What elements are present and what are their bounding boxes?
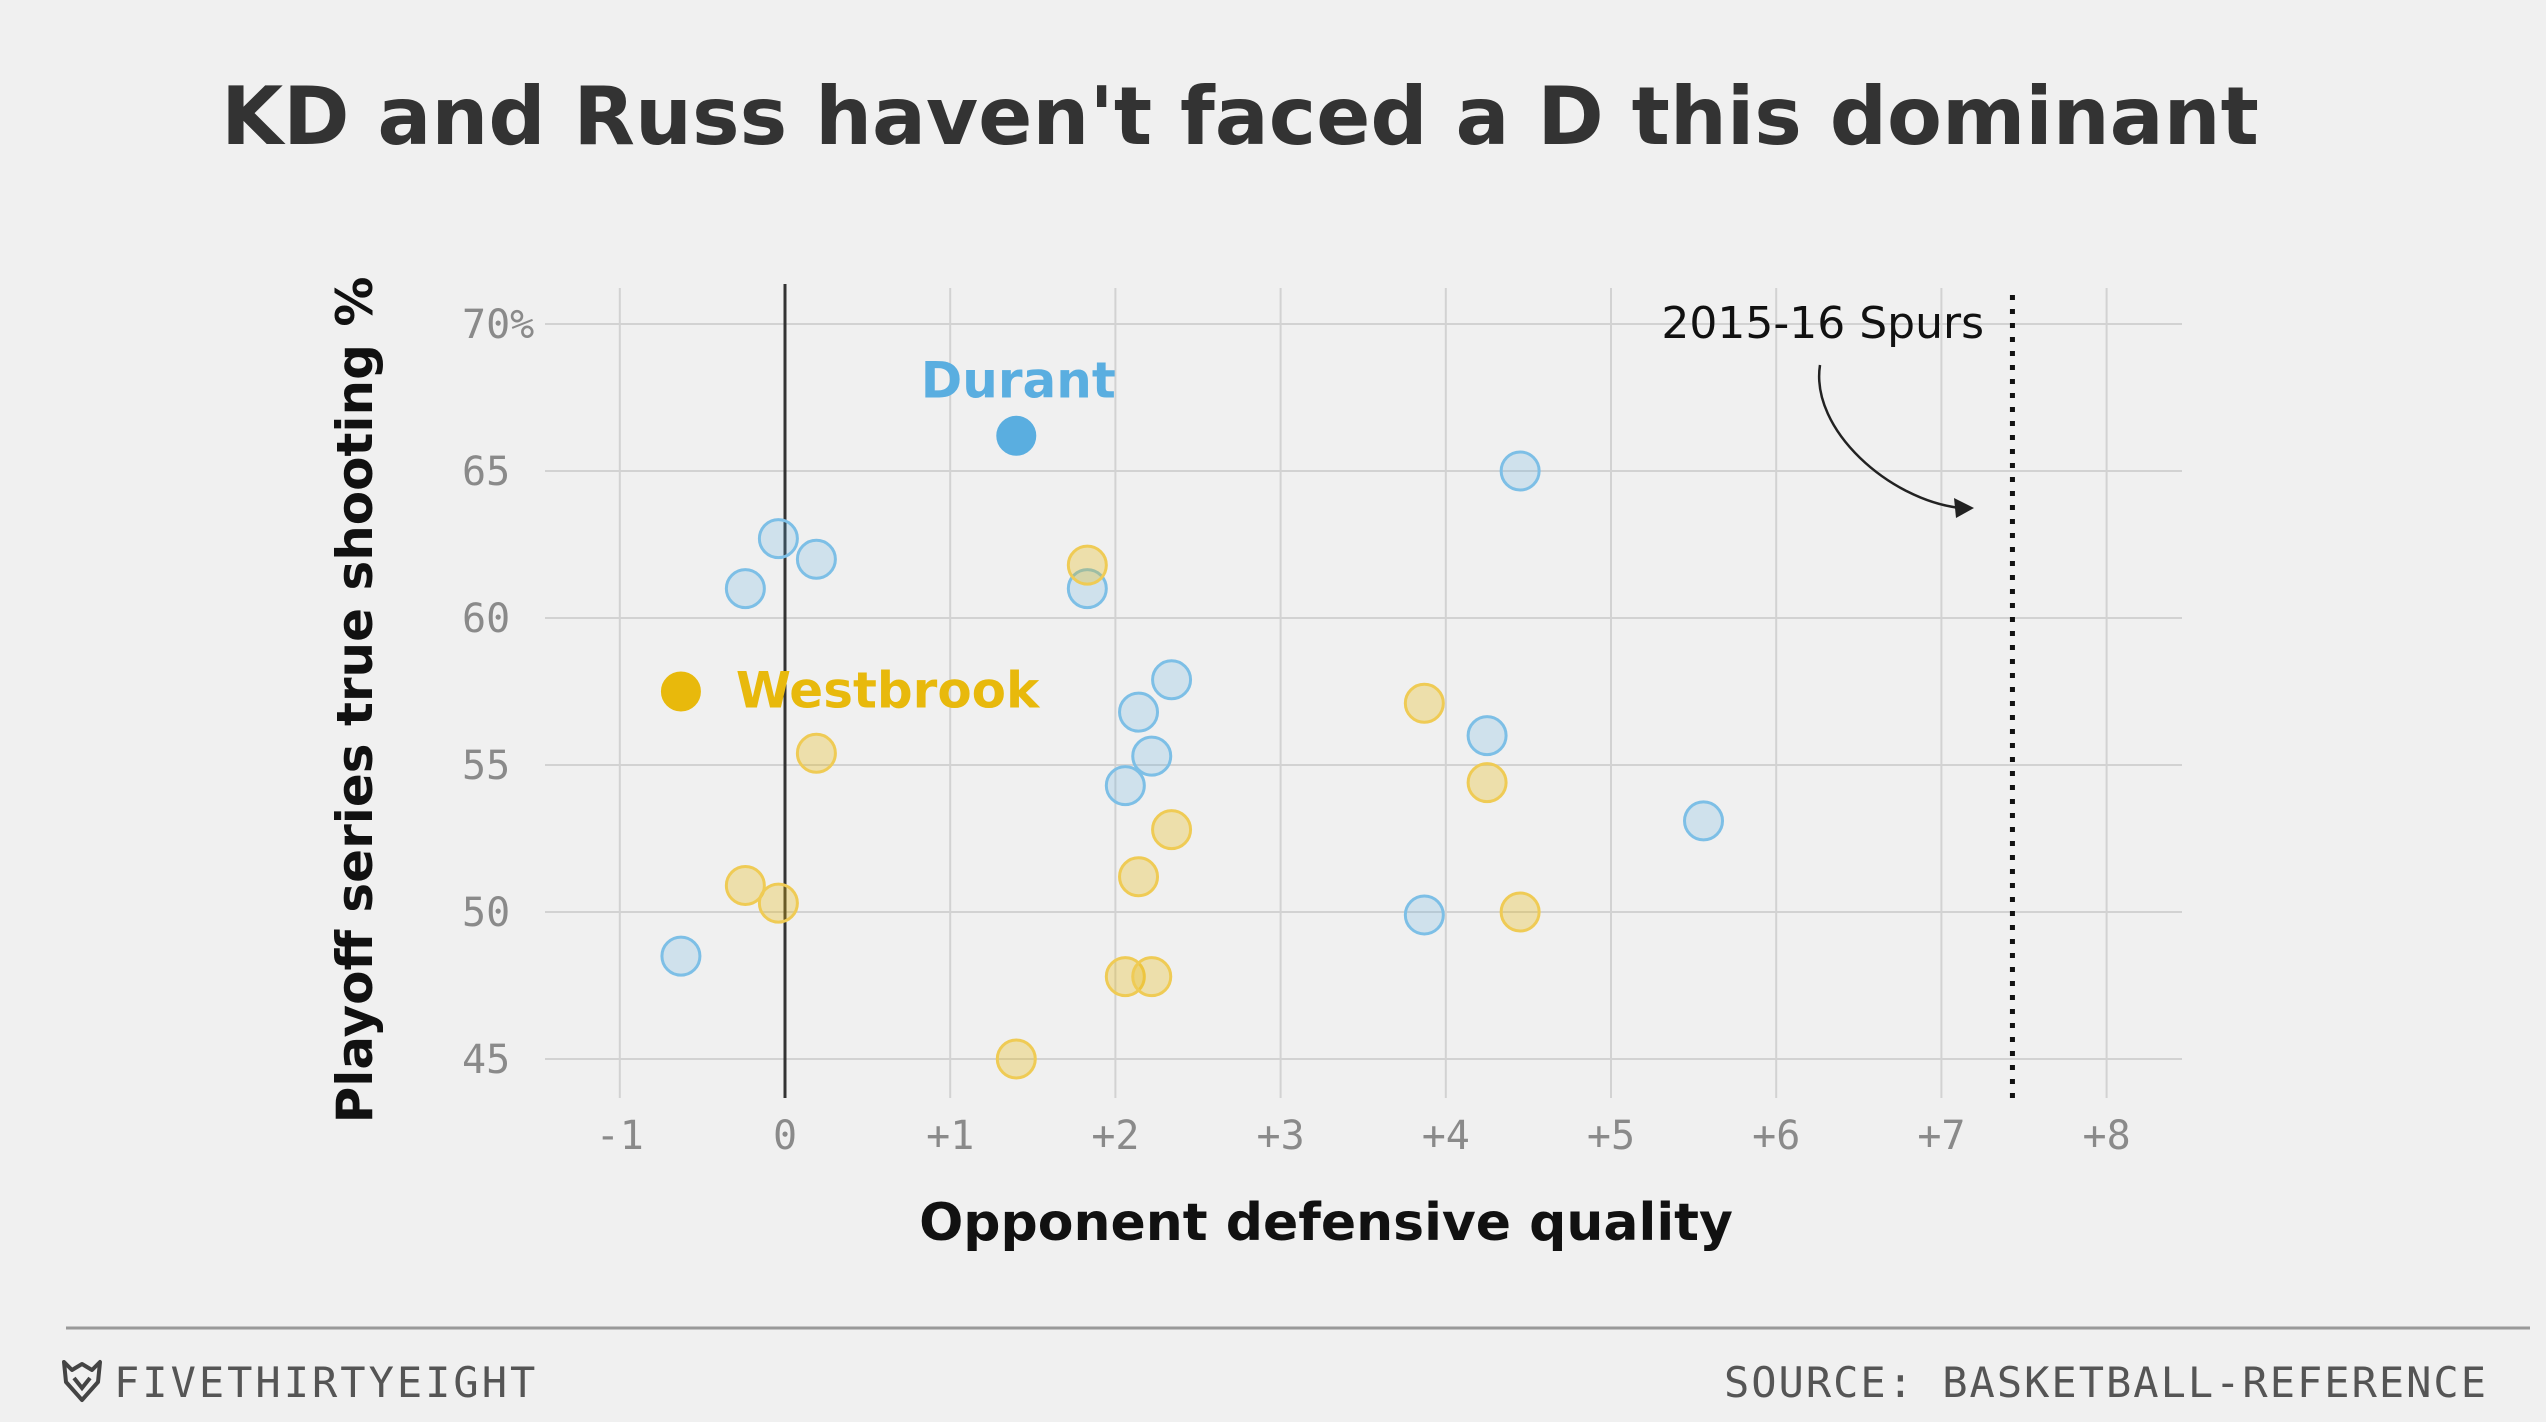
- durant-point: [795, 538, 837, 580]
- chart-title: KD and Russ haven't faced a D this domin…: [221, 70, 2259, 163]
- annotation-arrow: [1817, 364, 1961, 510]
- y-tick-label: 70%: [462, 302, 534, 348]
- durant-point: [1066, 568, 1108, 610]
- x-tick-label: 0: [773, 1113, 797, 1159]
- x-tick-label: +2: [1091, 1113, 1139, 1159]
- durant-point: [1499, 450, 1541, 492]
- westbrook-point: [1118, 856, 1160, 898]
- grid: [545, 288, 2182, 1098]
- westbrook-point: [1131, 956, 1173, 998]
- durant-highlight-point: [996, 415, 1037, 456]
- brand-name: FIVETHIRTYEIGHT: [114, 1358, 538, 1407]
- x-tick-label: +5: [1587, 1113, 1635, 1159]
- y-tick-label: 60: [462, 596, 510, 642]
- y-tick-labels: 45 50 55 60 65 70%: [462, 302, 534, 1083]
- westbrook-point: [757, 882, 799, 924]
- westbrook-highlight-point: [660, 671, 701, 712]
- fox-head-icon: [62, 1360, 102, 1402]
- y-tick-label: 45: [462, 1037, 510, 1083]
- durant-point: [724, 568, 766, 610]
- durant-point: [1466, 715, 1508, 757]
- x-axis-title: Opponent defensive quality: [919, 1193, 1733, 1253]
- durant-point: [1151, 659, 1193, 701]
- durant-label: Durant: [921, 352, 1116, 410]
- westbrook-point: [995, 1038, 1037, 1080]
- arrowhead-icon: [1954, 498, 1974, 518]
- x-tick-label: +8: [2083, 1113, 2131, 1159]
- durant-point: [757, 518, 799, 560]
- westbrook-point: [1466, 762, 1508, 804]
- spurs-annotation-label: 2015-16 Spurs: [1661, 298, 1984, 349]
- x-tick-label: +6: [1752, 1113, 1800, 1159]
- x-tick-label: +1: [926, 1113, 974, 1159]
- westbrook-point: [1151, 809, 1193, 851]
- westbrook-point: [1403, 682, 1445, 724]
- x-tick-label: +3: [1257, 1113, 1305, 1159]
- scatter-points: [660, 415, 1725, 1080]
- durant-point: [1131, 735, 1173, 777]
- y-tick-label: 65: [462, 449, 510, 495]
- westbrook-label: Westbrook: [736, 662, 1041, 720]
- y-tick-label: 50: [462, 890, 510, 936]
- y-axis-title: Playoff series true shooting %: [326, 277, 384, 1124]
- x-tick-labels: -1 0 +1 +2 +3 +4 +5 +6 +7 +8: [596, 1113, 2131, 1159]
- durant-point: [1403, 894, 1445, 936]
- source-credit: SOURCE: BASKETBALL-REFERENCE: [1724, 1358, 2488, 1407]
- westbrook-point: [724, 865, 766, 907]
- westbrook-point: [1066, 544, 1108, 586]
- x-tick-label: +7: [1917, 1113, 1965, 1159]
- westbrook-point: [795, 732, 837, 774]
- x-tick-label: -1: [596, 1113, 644, 1159]
- durant-point: [1104, 765, 1146, 807]
- westbrook-point: [1499, 891, 1541, 933]
- durant-point: [660, 935, 702, 977]
- x-tick-label: +4: [1422, 1113, 1470, 1159]
- durant-point: [1683, 800, 1725, 842]
- durant-point: [1118, 691, 1160, 733]
- y-tick-label: 55: [462, 743, 510, 789]
